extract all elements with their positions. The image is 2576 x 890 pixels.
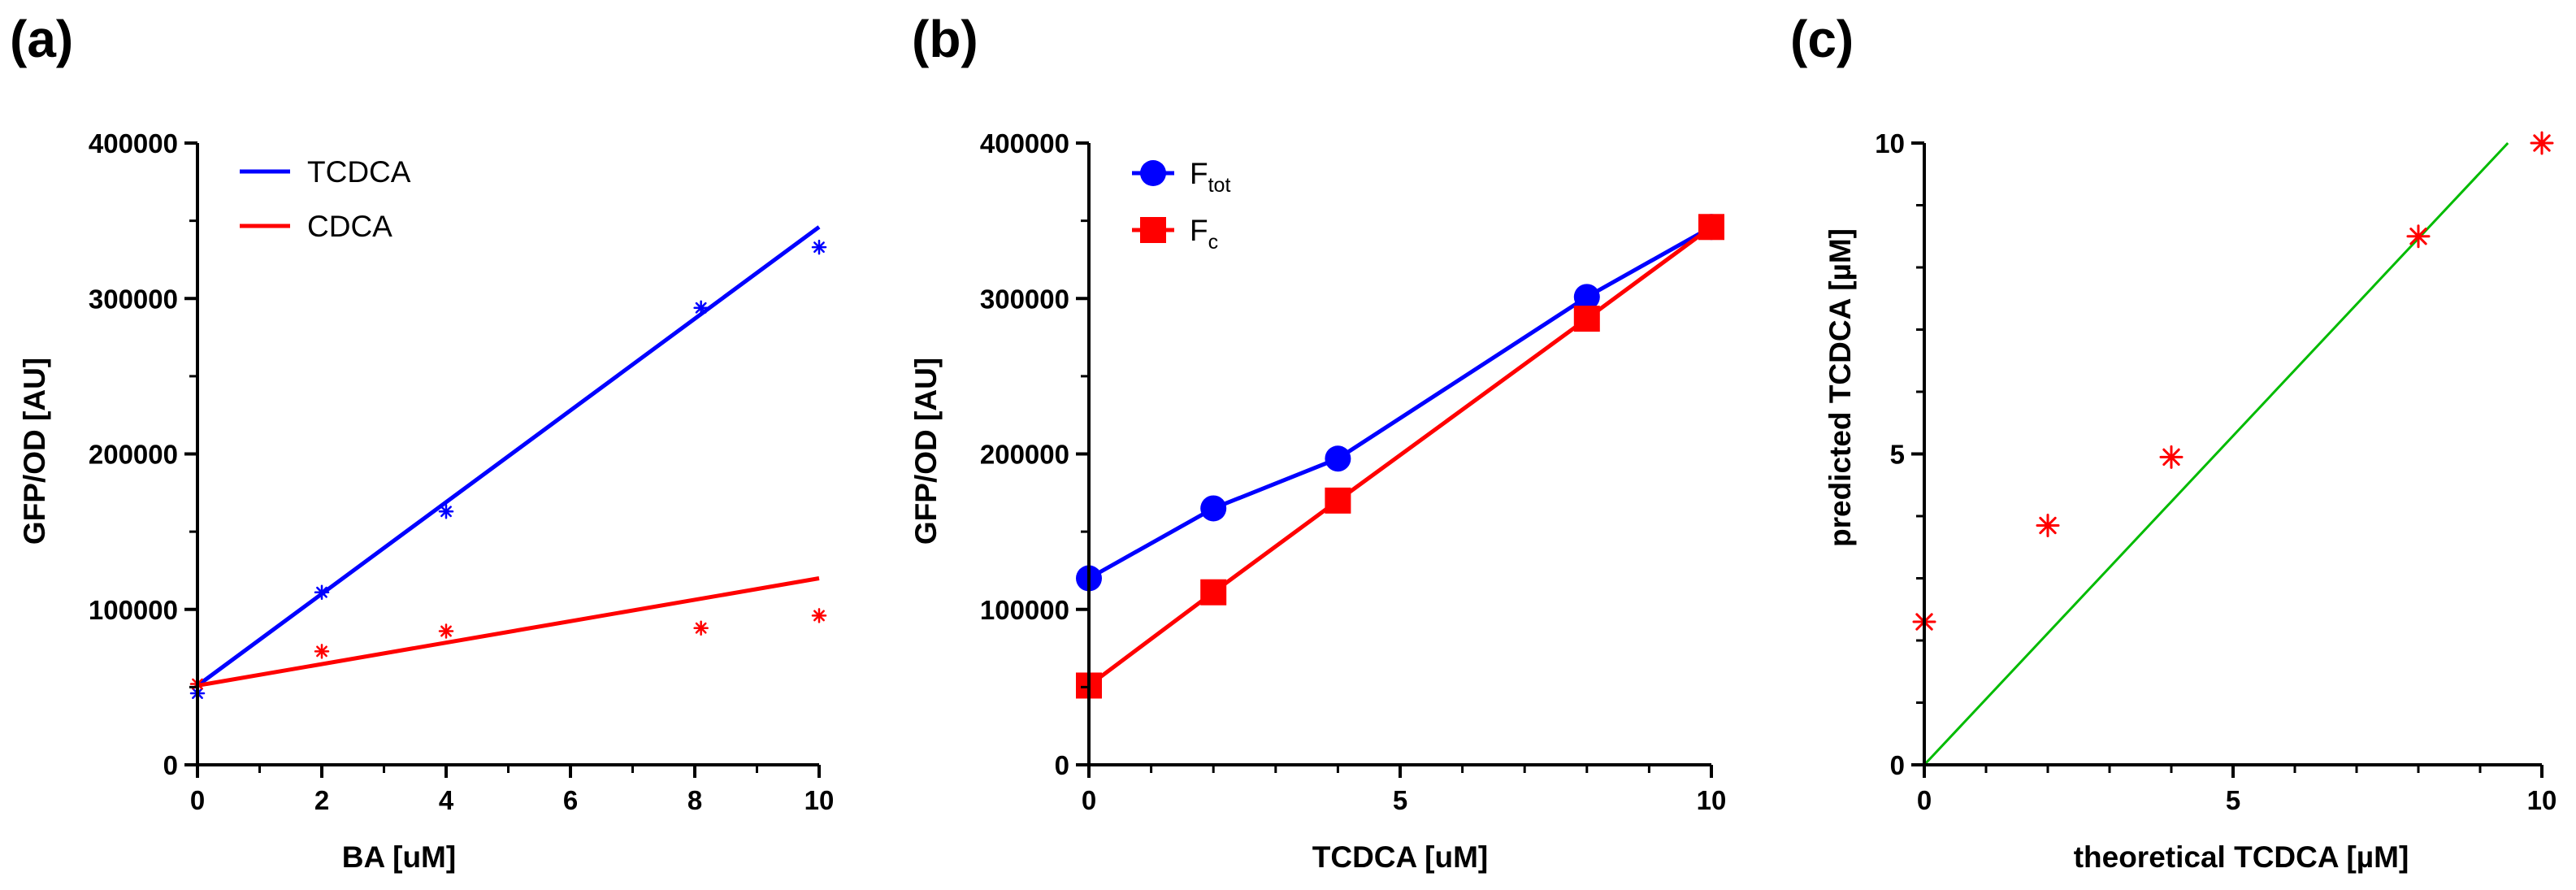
data-point-tcdca <box>811 239 827 255</box>
y-tick-label: 400000 <box>89 128 178 158</box>
data-point-c <box>1325 487 1351 514</box>
x-tick-label: 0 <box>1082 785 1096 815</box>
panel-label-b: (b) <box>912 10 978 68</box>
legend: Ftot Fc <box>1132 157 1230 254</box>
y-tick-label: 100000 <box>89 595 178 625</box>
data-point-tot <box>1200 495 1227 522</box>
chart-panel-a: 0 2 4 6 8 10 0 100000 200000 300000 400000 BA [uM]… <box>18 128 834 874</box>
y-tick-label: 400000 <box>980 128 1069 158</box>
panel-label-a: (a) <box>10 10 73 68</box>
y-tick-label: 200000 <box>89 440 178 470</box>
series-line-c <box>1087 225 1713 688</box>
legend-marker-ftot <box>1140 160 1166 186</box>
data-point-tcdca <box>314 584 330 600</box>
x-tick-label: 5 <box>1393 785 1407 815</box>
y-tick-label: 10 <box>1875 128 1905 158</box>
data-point <box>2036 513 2060 537</box>
x-axis-title: BA [uM] <box>342 840 456 874</box>
x-tick-label: 6 <box>563 785 578 815</box>
x-tick-label: 0 <box>190 785 205 815</box>
data-point-c <box>1698 214 1724 241</box>
data-point-tot <box>1325 445 1351 472</box>
data-point-tot <box>1573 284 1600 310</box>
panel-label-c: (c) <box>1790 10 1854 68</box>
data-point <box>2530 131 2554 155</box>
legend-label-cdca: CDCA <box>307 210 392 243</box>
data-point-cdca <box>811 608 827 623</box>
identity-line <box>1923 141 2509 766</box>
y-tick-label: 0 <box>163 750 178 780</box>
x-tick-label: 5 <box>2226 785 2240 815</box>
fit-line-cdca <box>197 576 820 688</box>
y-tick-label: 300000 <box>980 284 1069 314</box>
y-tick-label: 200000 <box>980 440 1069 470</box>
fit-line-tcdca <box>196 225 821 688</box>
x-tick-label: 4 <box>439 785 454 815</box>
x-tick-label: 10 <box>804 785 835 815</box>
data-point-tcdca <box>438 504 454 519</box>
data-point-c <box>1573 306 1600 332</box>
legend-marker-fc <box>1140 217 1166 243</box>
legend-label-fc: Fc <box>1190 214 1218 254</box>
data-point-tcdca <box>693 300 709 315</box>
y-tick-label: 5 <box>1890 440 1905 470</box>
x-tick-label: 10 <box>2527 785 2557 815</box>
x-axis-title: theoretical TCDCA [µM] <box>2074 840 2409 874</box>
data-point-cdca <box>693 620 709 636</box>
y-tick-label: 300000 <box>89 284 178 314</box>
legend-label-tcdca: TCDCA <box>307 155 411 189</box>
series-line-tot <box>1087 225 1713 580</box>
x-axis-title: TCDCA [uM] <box>1312 840 1488 874</box>
legend-label-ftot: Ftot <box>1190 157 1230 197</box>
x-tick-label: 8 <box>687 785 702 815</box>
x-tick-label: 0 <box>1917 785 1932 815</box>
chart-panel-c: 0 5 10 0 5 10 theoretical TCDCA [µM] predicte… <box>1824 128 2556 874</box>
data-point-c <box>1200 579 1227 606</box>
x-tick-label: 10 <box>1697 785 1727 815</box>
y-tick-label: 0 <box>1890 750 1905 780</box>
data-point <box>2406 224 2431 249</box>
data-point-cdca <box>314 644 330 659</box>
y-axis-title: GFP/OD [AU] <box>909 358 943 545</box>
data-point-cdca <box>438 623 454 639</box>
y-axis-title: GFP/OD [AU] <box>18 358 51 545</box>
chart-panel-b: 0 5 10 0 100000 200000 300000 400000 TCDCA [uM]… <box>909 128 1726 874</box>
y-axis-title: predicted TCDCA [µM] <box>1824 228 1857 547</box>
legend: TCDCA CDCA <box>240 155 411 243</box>
y-tick-label: 100000 <box>980 595 1069 625</box>
data-point <box>2159 445 2184 469</box>
x-tick-label: 2 <box>314 785 329 815</box>
y-tick-label: 0 <box>1055 750 1069 780</box>
